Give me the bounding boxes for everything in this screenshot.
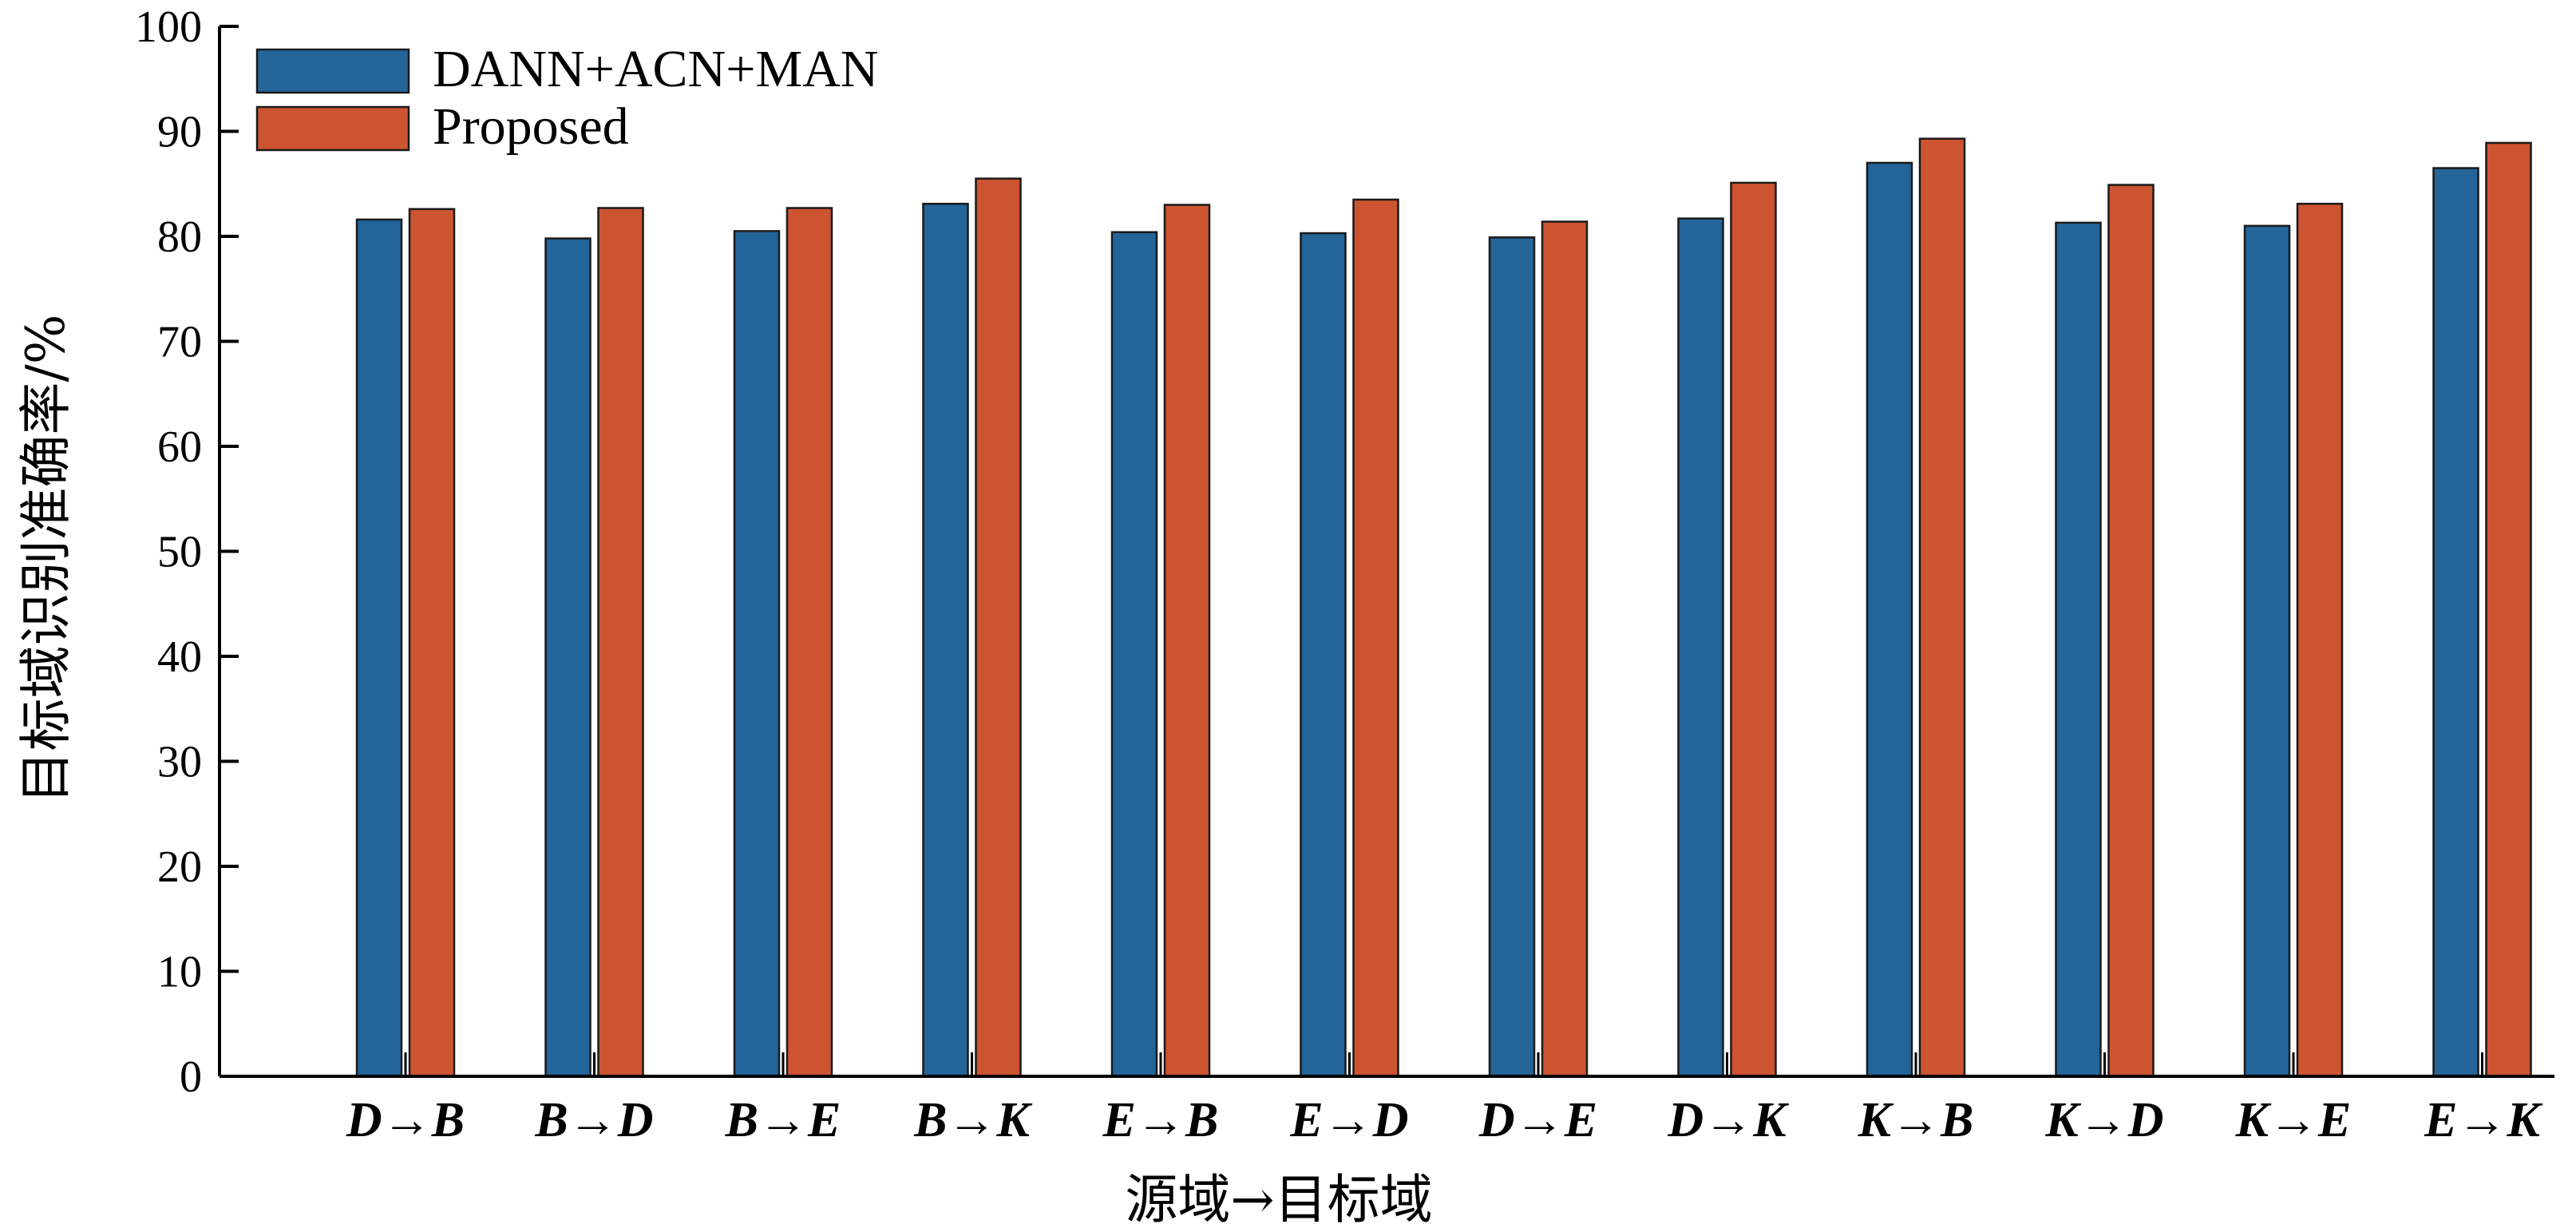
legend-label-0: DANN+ACN+MAN <box>433 40 878 98</box>
y-tick-label-6: 60 <box>157 422 202 472</box>
legend-label-1: Proposed <box>433 97 629 156</box>
bar-dann-0 <box>355 218 403 1078</box>
bar-dann-1 <box>544 237 592 1078</box>
x-tick-label-0: D→B <box>346 1093 465 1147</box>
x-tick-label-7: D→K <box>1667 1093 1789 1147</box>
x-tick-label-3: B→K <box>913 1093 1032 1147</box>
y-tick-label-0: 0 <box>180 1052 202 1102</box>
bar-proposed-8 <box>1918 137 1966 1078</box>
x-tick-label-5: E→D <box>1289 1093 1408 1147</box>
x-tick-label-8: K→B <box>1858 1093 1974 1147</box>
y-tick-label-8: 80 <box>157 212 202 262</box>
bar-dann-9 <box>2055 221 2102 1078</box>
x-tick-label-11: E→K <box>2424 1093 2542 1147</box>
x-tick-label-10: K→E <box>2235 1093 2352 1147</box>
bar-dann-3 <box>922 202 969 1078</box>
bars-group <box>355 137 2532 1078</box>
x-tick-label-1: B→D <box>534 1093 653 1147</box>
y-tick-label-1: 10 <box>157 948 202 997</box>
bar-proposed-1 <box>597 207 644 1078</box>
bar-dann-11 <box>2432 167 2479 1078</box>
bar-dann-10 <box>2243 224 2291 1078</box>
bar-proposed-3 <box>975 177 1022 1078</box>
bar-proposed-5 <box>1352 198 1399 1078</box>
bar-proposed-0 <box>408 208 456 1078</box>
bar-proposed-4 <box>1163 204 1211 1078</box>
y-tick-label-4: 40 <box>157 632 202 682</box>
y-tick-label-3: 30 <box>157 738 202 787</box>
bar-proposed-10 <box>2296 202 2344 1078</box>
bar-proposed-6 <box>1541 220 1589 1078</box>
bar-dann-8 <box>1866 161 1913 1078</box>
y-tick-label-2: 20 <box>157 842 202 892</box>
x-tick-label-4: E→B <box>1102 1093 1219 1147</box>
y-axis: 0 10 20 30 40 50 60 70 80 90 100 <box>135 2 239 1102</box>
x-tick-label-2: B→E <box>725 1093 841 1147</box>
y-tick-label-7: 70 <box>157 318 202 367</box>
x-tick-label-9: K→D <box>2044 1093 2163 1147</box>
bar-proposed-11 <box>2485 141 2532 1078</box>
bar-proposed-2 <box>785 207 833 1078</box>
x-axis: D→B B→D B→E B→K E→B E→D D→E D→K K→B K→D K→E E→K <box>220 1052 2554 1147</box>
y-tick-label-10: 100 <box>135 2 202 52</box>
y-tick-label-9: 90 <box>157 108 202 157</box>
bar-proposed-9 <box>2107 184 2155 1078</box>
bar-dann-2 <box>733 230 781 1078</box>
bar-proposed-7 <box>1730 181 1777 1078</box>
x-axis-title: 源域→目标域 <box>1125 1169 1432 1230</box>
bar-dann-7 <box>1677 217 1724 1078</box>
bar-dann-5 <box>1300 232 1347 1078</box>
x-tick-label-6: D→E <box>1478 1093 1597 1147</box>
bar-dann-4 <box>1110 231 1158 1078</box>
y-axis-title: 目标域识别准确率/% <box>15 315 77 804</box>
y-tick-label-5: 50 <box>157 528 202 577</box>
legend-swatch-0 <box>255 48 410 94</box>
legend-swatch-1 <box>255 105 410 152</box>
bar-dann-6 <box>1488 236 1536 1078</box>
